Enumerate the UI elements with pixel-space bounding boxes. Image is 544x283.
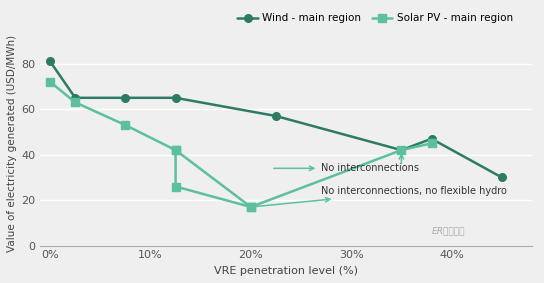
Line: Wind - main region: Wind - main region [46,58,505,181]
Solar PV - main region [398,148,405,152]
Solar PV - main region [47,80,53,83]
Wind - main region [398,148,405,152]
Wind - main region [273,114,279,118]
Wind - main region [428,137,435,140]
Legend: Wind - main region, Solar PV - main region: Wind - main region, Solar PV - main regi… [233,9,517,28]
Solar PV - main region [248,205,254,209]
Line: Solar PV - main region: Solar PV - main region [46,78,435,211]
Wind - main region [122,96,129,100]
Wind - main region [172,96,179,100]
Wind - main region [72,96,78,100]
X-axis label: VRE penetration level (%): VRE penetration level (%) [214,266,358,276]
Solar PV - main region [428,142,435,145]
Text: ER能研微讯: ER能研微讯 [431,226,465,235]
Solar PV - main region [72,101,78,104]
Solar PV - main region [122,123,129,127]
Y-axis label: Value of electricity generated (USD/MWh): Value of electricity generated (USD/MWh) [7,35,17,252]
Solar PV - main region [172,148,179,152]
Wind - main region [47,60,53,63]
Text: No interconnections, no flexible hydro: No interconnections, no flexible hydro [254,186,507,207]
Wind - main region [498,176,505,179]
Text: No interconnections: No interconnections [274,163,419,173]
